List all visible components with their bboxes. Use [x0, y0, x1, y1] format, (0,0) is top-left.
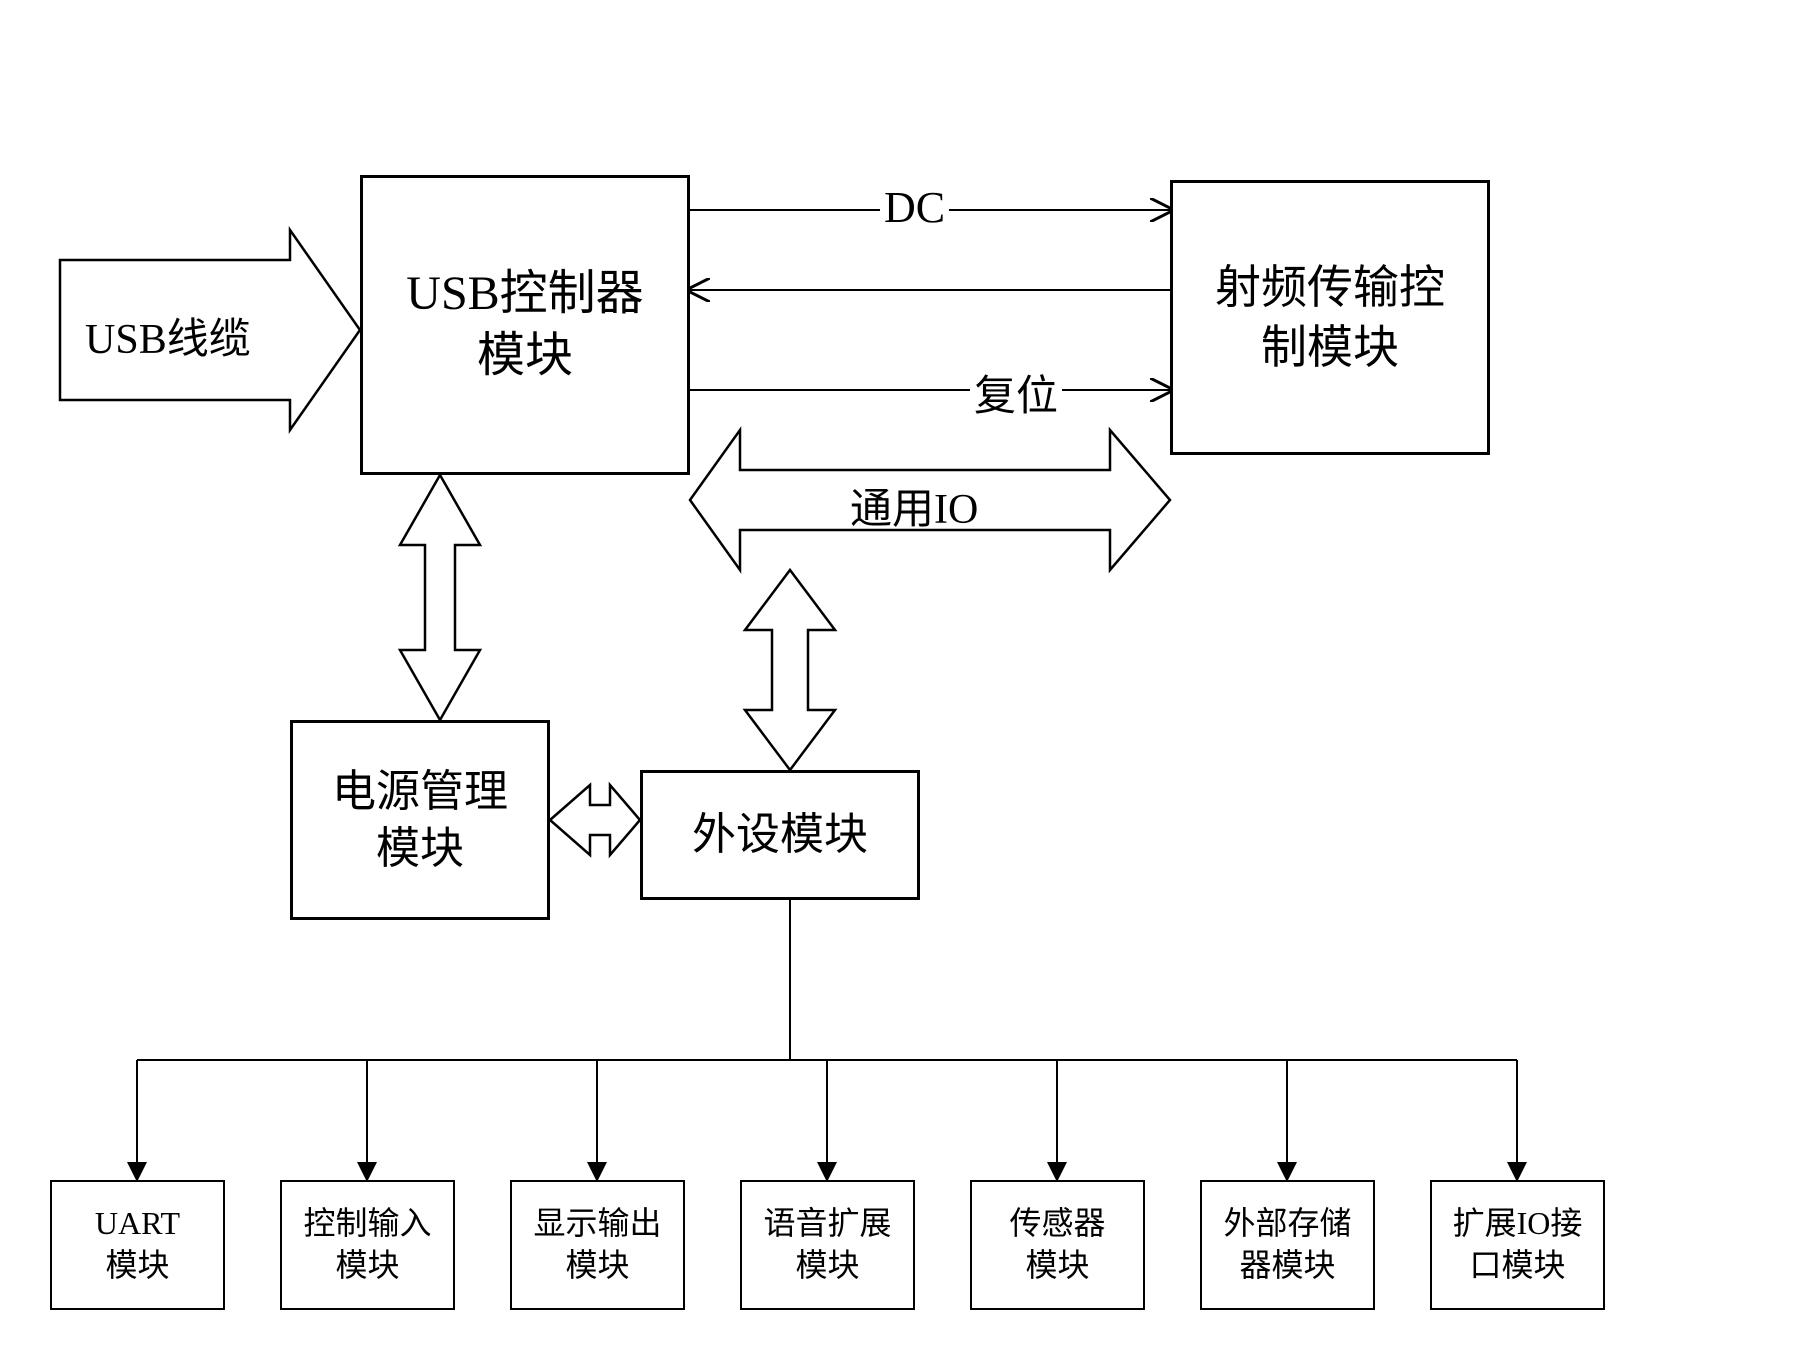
usb-cable-label: USB线缆 [85, 305, 251, 366]
usb-controller-label: USB控制器 模块 [406, 263, 643, 388]
general-io-label: 通用IO [850, 475, 978, 536]
edge-usb-to-power [400, 475, 480, 720]
peripheral-label: 外设模块 [692, 806, 868, 863]
voice-label: 语音扩展 模块 [763, 1203, 891, 1286]
ctrl-input-label: 控制输入 模块 [303, 1203, 431, 1286]
ext-storage-box: 外部存储 器模块 [1200, 1180, 1375, 1310]
dc-label: DC [880, 182, 949, 233]
power-mgmt-label: 电源管理 模块 [332, 763, 508, 877]
block-diagram: USB线缆 USB控制器 模块 射频传输控 制模块 电源管理 模块 外设模块 U… [0, 0, 1820, 1356]
ctrl-input-box: 控制输入 模块 [280, 1180, 455, 1310]
ext-io-label: 扩展IO接 口模块 [1453, 1203, 1583, 1286]
uart-box: UART 模块 [50, 1180, 225, 1310]
edge-io-to-peripheral [745, 570, 835, 770]
usb-controller-box: USB控制器 模块 [360, 175, 690, 475]
sensor-box: 传感器 模块 [970, 1180, 1145, 1310]
rf-controller-label: 射频传输控 制模块 [1215, 258, 1445, 378]
ext-storage-label: 外部存储 器模块 [1223, 1203, 1351, 1286]
peripheral-box: 外设模块 [640, 770, 920, 900]
ext-io-box: 扩展IO接 口模块 [1430, 1180, 1605, 1310]
voice-box: 语音扩展 模块 [740, 1180, 915, 1310]
uart-label: UART 模块 [95, 1203, 180, 1286]
power-mgmt-box: 电源管理 模块 [290, 720, 550, 920]
display-label: 显示输出 模块 [533, 1203, 661, 1286]
display-box: 显示输出 模块 [510, 1180, 685, 1310]
reset-label: 复位 [970, 362, 1062, 423]
edge-power-to-peripheral [550, 785, 640, 855]
rf-controller-box: 射频传输控 制模块 [1170, 180, 1490, 455]
sensor-label: 传感器 模块 [1009, 1203, 1105, 1286]
